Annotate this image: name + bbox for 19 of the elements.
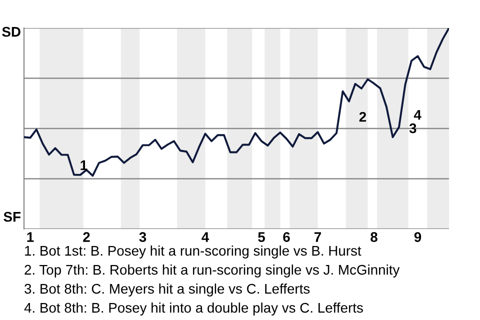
text: 1. Bot 1st: B. Posey hit a run-scoring single vs B. Hurst (25, 246, 362, 258)
x-tick-label: 5 (258, 232, 265, 242)
text: SF (4, 212, 20, 222)
x-tick-label: 1 (27, 232, 34, 242)
text: 2. Top 7th: B. Roberts hit a run-scoring single vs J. McGinnity (24, 264, 400, 278)
x-tick-label: 2 (83, 232, 90, 242)
annotation: 1 (80, 160, 88, 170)
x-tick-label: 7 (314, 232, 321, 242)
x-tick-label: 6 (283, 232, 290, 242)
annotation: 2 (359, 112, 366, 122)
x-tick-label: 9 (414, 232, 422, 242)
x-tick-label: 3 (139, 232, 146, 242)
x-tick-label: 8 (370, 232, 378, 242)
text: 4. Bot 8th: B. Posey hit into a double play vs C. Lefferts (24, 302, 363, 316)
text: 3. Bot 8th: C. Meyers hit a single vs C. Lefferts (24, 284, 310, 296)
annotation: 4 (414, 110, 422, 120)
annotation: 3 (409, 123, 416, 134)
x-tick-label: 4 (202, 232, 210, 242)
text: SD (2, 26, 20, 37)
